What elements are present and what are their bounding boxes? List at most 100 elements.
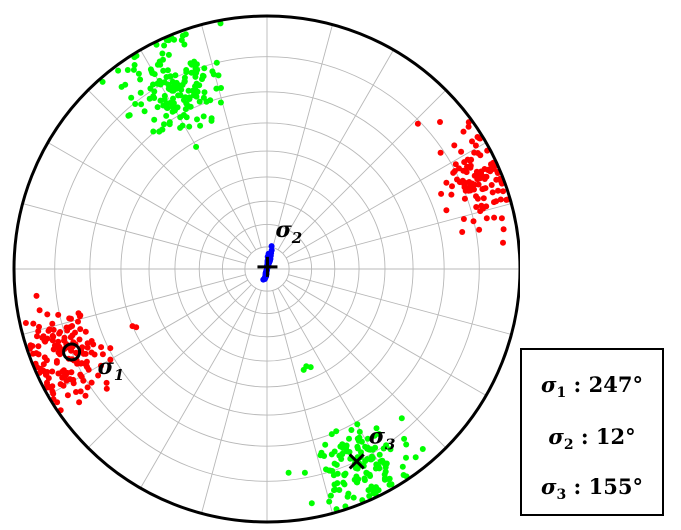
legend-sigma3-sub: 3 — [556, 487, 567, 504]
primitive-circle — [12, 14, 520, 524]
data-point — [73, 349, 79, 356]
data-point — [326, 498, 333, 505]
legend-sigma2-symbol: σ — [548, 424, 564, 449]
data-point — [386, 481, 393, 488]
data-point — [437, 149, 444, 156]
data-point — [461, 184, 468, 191]
data-point — [341, 471, 348, 478]
data-point — [179, 122, 186, 129]
data-point — [443, 179, 450, 186]
data-point — [169, 78, 176, 85]
data-point — [59, 368, 66, 375]
data-point — [163, 112, 170, 119]
sigma3-marker — [348, 453, 365, 470]
data-point — [362, 443, 369, 450]
data-point — [95, 372, 102, 379]
principal-stress-markers: σ1 σ2 σ3 — [62, 217, 395, 470]
data-point — [491, 199, 497, 206]
data-point — [477, 175, 483, 182]
data-point — [150, 128, 157, 135]
data-point — [74, 360, 81, 367]
data-point — [183, 114, 190, 121]
data-point — [107, 356, 114, 363]
data-point — [132, 101, 139, 107]
legend-row-sigma2: σ2 : 12° — [522, 424, 662, 453]
sigma1-label-sub: 1 — [114, 366, 124, 384]
data-point — [67, 376, 73, 383]
data-point — [452, 161, 459, 168]
data-point — [469, 138, 475, 145]
data-point — [159, 50, 166, 57]
data-point — [46, 326, 53, 333]
azimuth-line — [285, 142, 487, 259]
azimuth-line — [47, 142, 249, 259]
data-point — [192, 65, 199, 72]
data-point — [55, 338, 62, 345]
data-point — [450, 169, 457, 176]
data-point — [201, 89, 208, 96]
data-point — [460, 128, 467, 135]
stress-legend: σ1 : 247° σ2 : 12° σ3 : 155° — [520, 348, 664, 516]
data-point — [166, 121, 173, 128]
azimuth-line — [285, 279, 487, 396]
data-point — [354, 465, 361, 472]
legend-sigma1-symbol: σ — [541, 372, 557, 397]
data-point — [84, 344, 91, 351]
data-point — [213, 85, 220, 92]
data-point — [344, 493, 351, 500]
data-point — [468, 156, 475, 163]
data-point — [451, 142, 458, 149]
data-point — [373, 461, 380, 468]
stereonet-grid — [14, 16, 520, 522]
data-point — [338, 456, 345, 462]
data-point — [39, 334, 46, 341]
data-point — [353, 473, 360, 480]
data-point — [128, 94, 135, 101]
data-point — [186, 123, 193, 130]
data-point — [49, 337, 56, 344]
azimuth-line — [272, 24, 333, 248]
data-point — [161, 42, 168, 49]
data-point — [458, 148, 465, 155]
data-point — [399, 463, 406, 470]
data-point — [124, 67, 131, 73]
data-point — [471, 172, 478, 179]
data-point — [135, 70, 142, 77]
legend-sigma3-value: : 155° — [566, 474, 643, 499]
data-point — [82, 328, 89, 335]
data-point — [331, 481, 338, 488]
data-point — [130, 66, 137, 73]
data-point — [82, 350, 89, 357]
data-point — [46, 384, 52, 391]
data-point — [49, 320, 56, 327]
azimuth-line — [282, 284, 447, 449]
data-point — [166, 86, 173, 93]
data-point — [200, 113, 207, 120]
data-point — [43, 370, 50, 377]
sigma1-label: σ1 — [98, 354, 125, 384]
azimuth-line — [87, 89, 252, 254]
data-point — [194, 116, 200, 123]
data-point — [322, 441, 329, 448]
data-point — [368, 483, 375, 490]
data-point — [403, 441, 410, 448]
data-point — [177, 114, 184, 121]
data-point — [331, 448, 338, 455]
data-point — [179, 32, 186, 39]
data-point — [49, 388, 56, 395]
data-point — [68, 315, 74, 322]
data-point — [49, 368, 56, 375]
data-point — [476, 135, 483, 142]
azimuth-line — [277, 287, 394, 489]
data-point — [84, 384, 91, 391]
data-point — [158, 79, 165, 86]
data-point — [163, 100, 170, 107]
data-point — [382, 468, 389, 475]
data-point — [466, 183, 473, 190]
data-point — [191, 91, 198, 98]
data-point — [35, 328, 42, 335]
data-point — [479, 186, 486, 193]
data-point — [34, 333, 40, 340]
data-point — [157, 61, 164, 68]
data-point — [473, 204, 480, 210]
